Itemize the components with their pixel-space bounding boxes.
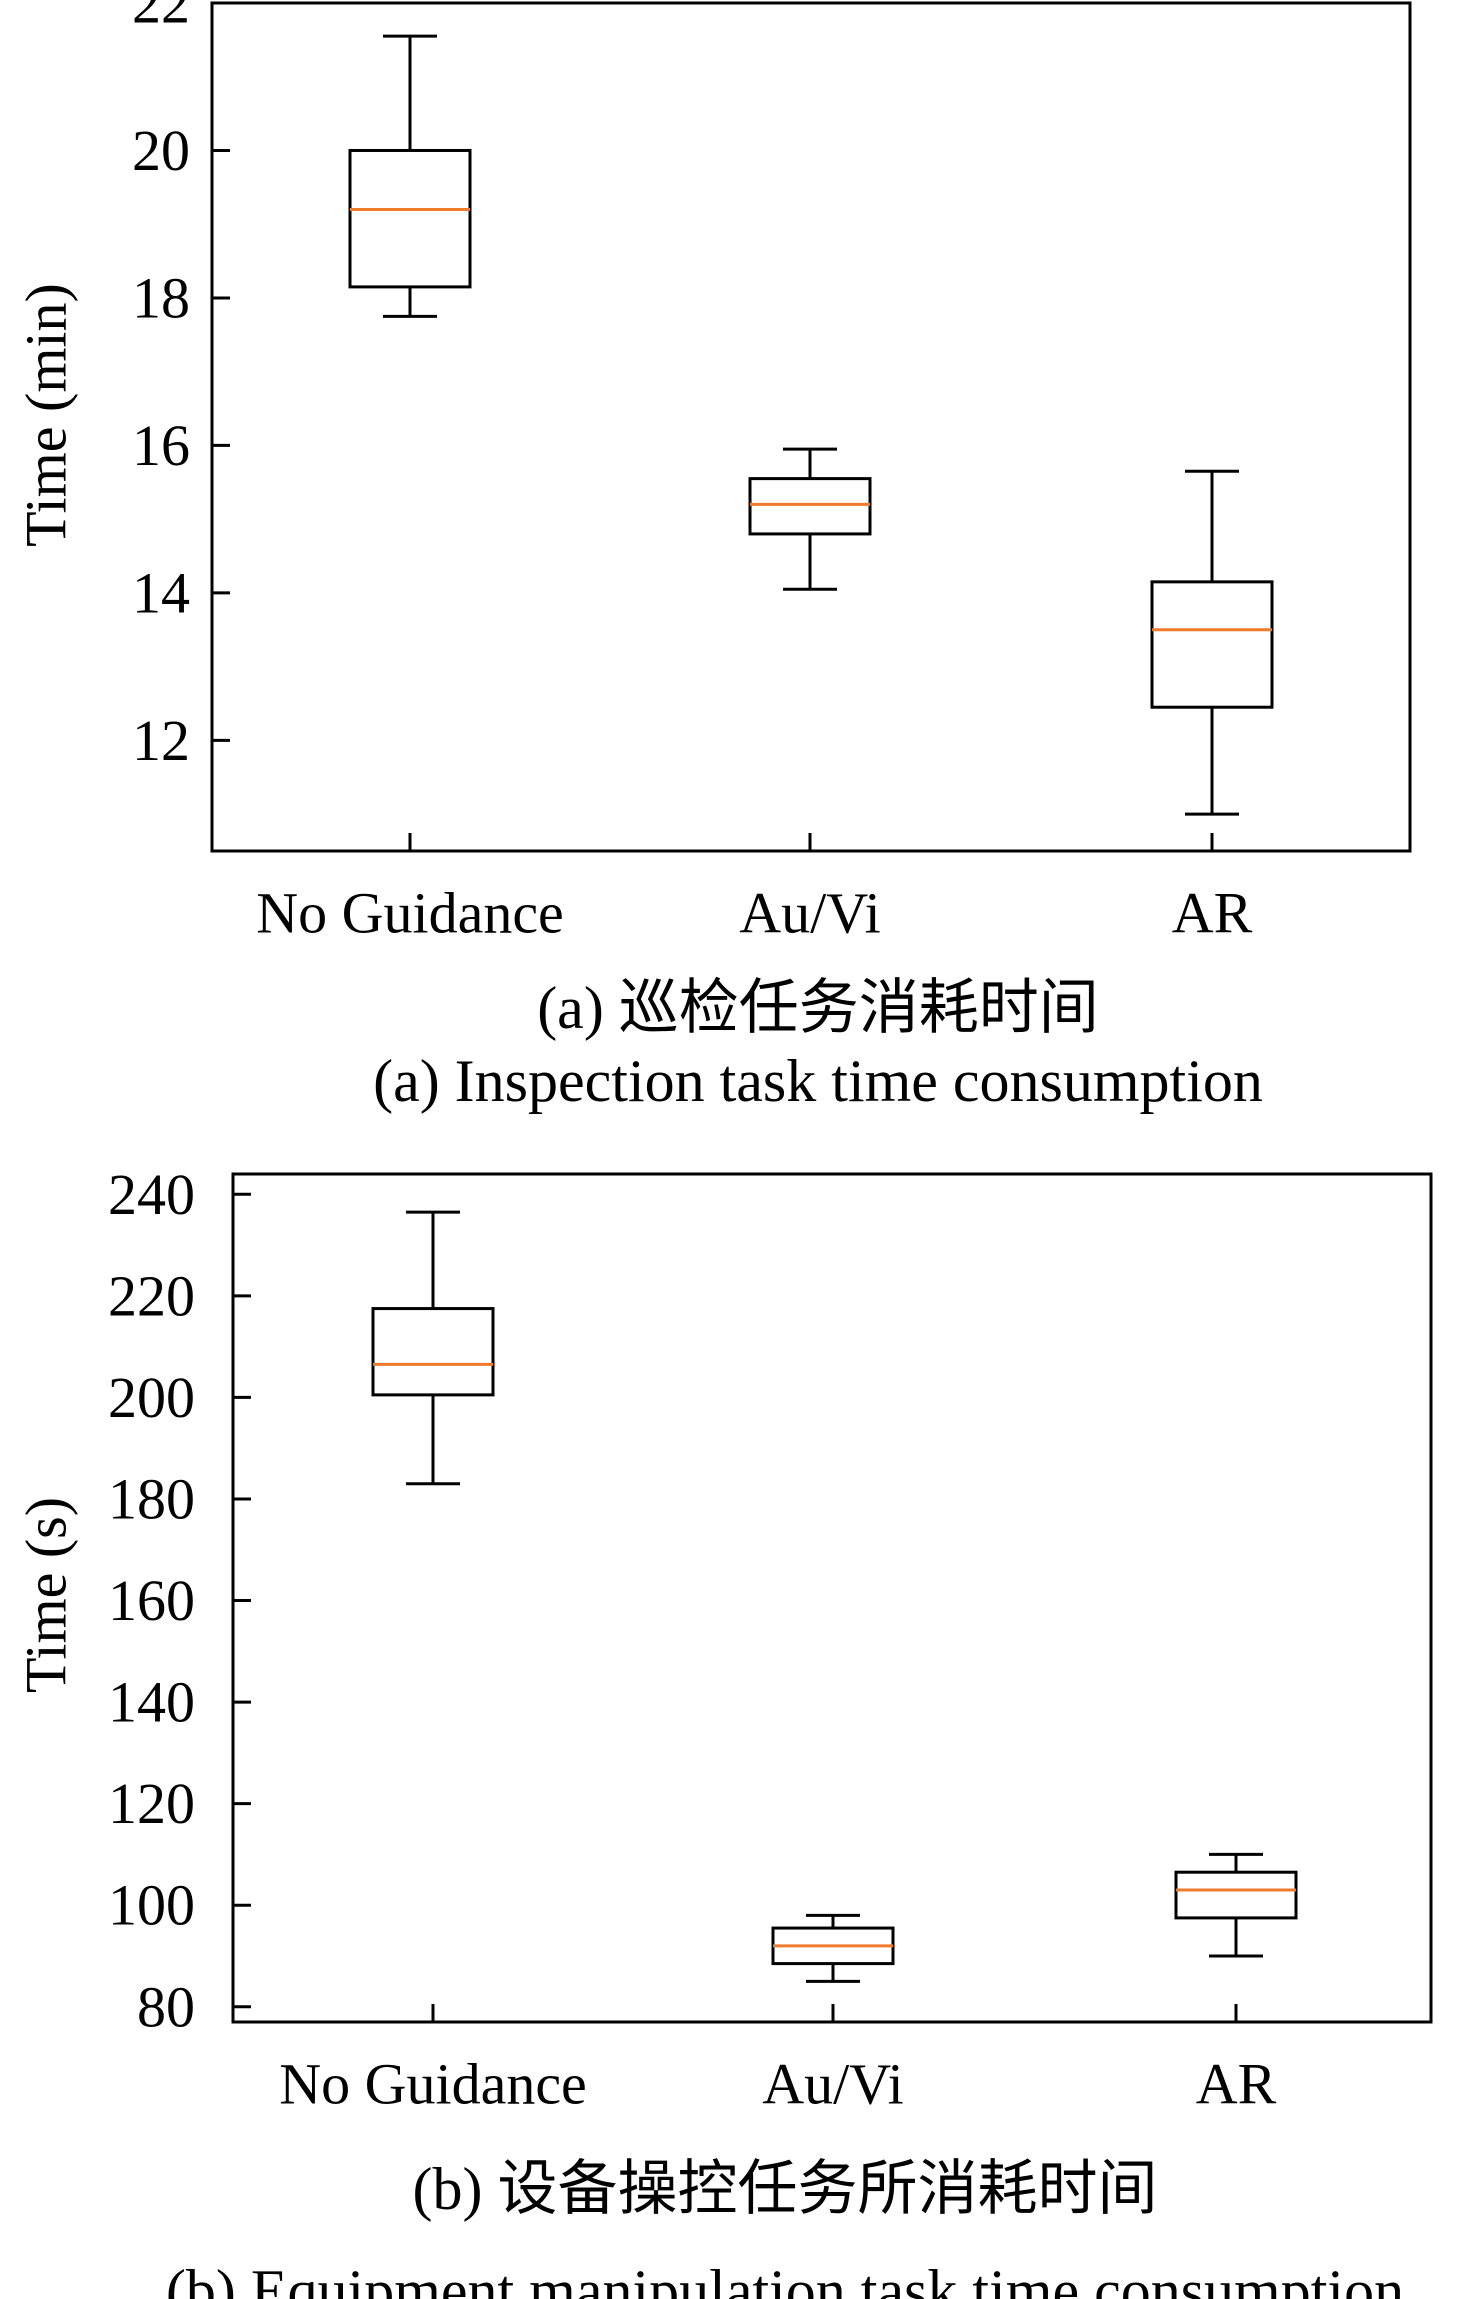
plot-frame [210,1,1412,853]
y-axis-label: Time (s) [14,1497,79,1693]
box-ar [1150,469,1274,816]
x-tick-label: No Guidance [256,881,564,946]
iqr-box [371,1307,495,1397]
x-tick-label: AR [1196,2052,1277,2117]
box-no-guidance [371,1210,495,1486]
caption-cn: (a) 巡检任务消耗时间 [537,975,1099,1041]
iqr-box [748,477,872,536]
iqr-box [1150,580,1274,709]
y-tick-label: 12 [132,708,190,773]
y-tick-label: 240 [108,1162,195,1227]
caption-cn: (b) 设备操控任务所消耗时间 [413,2156,1158,2222]
y-tick-label: 100 [108,1873,195,1938]
y-tick-label: 200 [108,1365,195,1430]
y-tick-label: 120 [108,1771,195,1836]
y-tick-label: 160 [108,1568,195,1633]
iqr-box [1174,1870,1298,1920]
x-tick-label: AR [1172,881,1253,946]
y-tick-label: 16 [132,413,190,478]
box-au-vi [748,447,872,591]
x-tick-label: Au/Vi [762,2052,904,2117]
y-tick-label: 80 [137,1974,195,2039]
y-axis-label: Time (min) [14,283,79,547]
iqr-box [348,148,472,289]
y-tick-label: 220 [108,1263,195,1328]
box-au-vi [771,1913,895,1983]
y-tick-label: 20 [132,118,190,183]
box-ar [1174,1852,1298,1958]
y-tick-label: 14 [132,560,190,625]
chart-panel-b: 80 100 120 140 160 180 200 220 240 Time (s) No Gui… [14,1162,1433,2299]
y-tick-label: 180 [108,1466,195,1531]
x-tick-label: No Guidance [279,2052,587,2117]
y-tick-label: 22 [132,0,190,36]
y-tick-label: 18 [132,265,190,330]
chart-panel-a: 12 14 16 18 20 22 Time (min) No Guidance Au/Vi AR… [14,0,1412,1114]
caption-en: (a) Inspection task time consumption [373,1048,1263,1114]
x-tick-label: Au/Vi [739,881,881,946]
caption-en: (b) Equipment manipulation task time con… [166,2258,1404,2299]
y-tick-label: 140 [108,1670,195,1735]
box-no-guidance [348,34,472,318]
